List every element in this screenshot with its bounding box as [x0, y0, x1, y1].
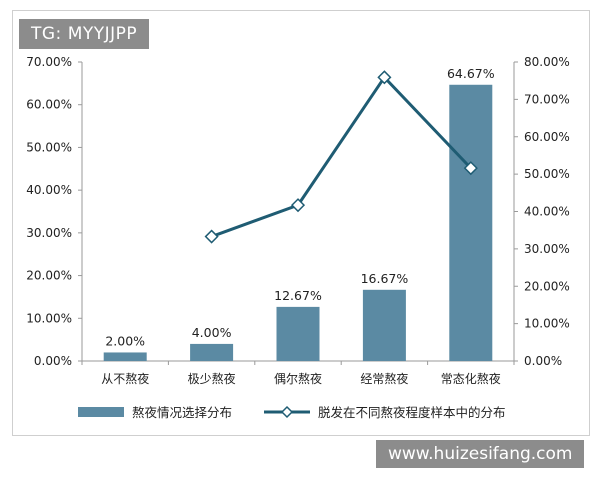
- left-tick-label: 30.00%: [26, 226, 72, 240]
- category-label: 从不熬夜: [101, 371, 149, 386]
- left-tick-label: 60.00%: [26, 98, 72, 112]
- line-point-marker: [377, 70, 392, 85]
- right-tick-label: 20.00%: [524, 279, 570, 293]
- line-series: [211, 74, 472, 238]
- line-point-marker: [204, 229, 219, 244]
- right-tick-label: 60.00%: [524, 130, 570, 144]
- line-point-marker: [463, 161, 478, 176]
- legend-line-marker: [280, 405, 294, 419]
- bar: [190, 343, 234, 361]
- bar-data-label: 4.00%: [192, 325, 232, 340]
- category-label: 经常熬夜: [360, 371, 408, 386]
- bar-data-label: 64.67%: [447, 66, 495, 81]
- right-tick-label: 40.00%: [524, 205, 570, 219]
- bar: [276, 306, 320, 361]
- left-tick-label: 0.00%: [34, 354, 72, 368]
- right-tick-label: 50.00%: [524, 167, 570, 181]
- bar: [449, 84, 493, 361]
- bar-data-label: 2.00%: [105, 333, 145, 348]
- line-point-marker: [290, 198, 306, 213]
- bar: [103, 352, 147, 361]
- right-tick-label: 30.00%: [524, 242, 570, 256]
- left-tick-label: 70.00%: [26, 55, 72, 69]
- left-tick-label: 20.00%: [26, 269, 72, 283]
- left-tick-label: 10.00%: [26, 311, 72, 325]
- right-tick-label: 80.00%: [524, 55, 570, 69]
- legend-bar-swatch: [78, 407, 124, 417]
- chart-frame: TG: MYYJJPP: [12, 10, 590, 436]
- right-tick-label: 70.00%: [524, 92, 570, 106]
- legend-line-label: 脱发在不同熬夜程度样本中的分布: [318, 405, 506, 420]
- right-tick-label: 0.00%: [524, 354, 562, 368]
- bar-data-label: 12.67%: [274, 288, 322, 303]
- site-watermark: www.huizesifang.com: [376, 440, 585, 468]
- bar-data-label: 16.67%: [361, 271, 409, 286]
- left-tick-label: 50.00%: [26, 140, 72, 154]
- category-label: 偶尔熬夜: [274, 371, 322, 386]
- right-tick-label: 10.00%: [524, 317, 570, 331]
- telegram-watermark: TG: MYYJJPP: [19, 19, 150, 49]
- category-label: 极少熬夜: [188, 371, 236, 386]
- left-tick-label: 40.00%: [26, 183, 72, 197]
- bar: [362, 289, 406, 361]
- category-label: 常态化熬夜: [441, 371, 501, 386]
- legend-bar-label: 熬夜情况选择分布: [132, 405, 232, 420]
